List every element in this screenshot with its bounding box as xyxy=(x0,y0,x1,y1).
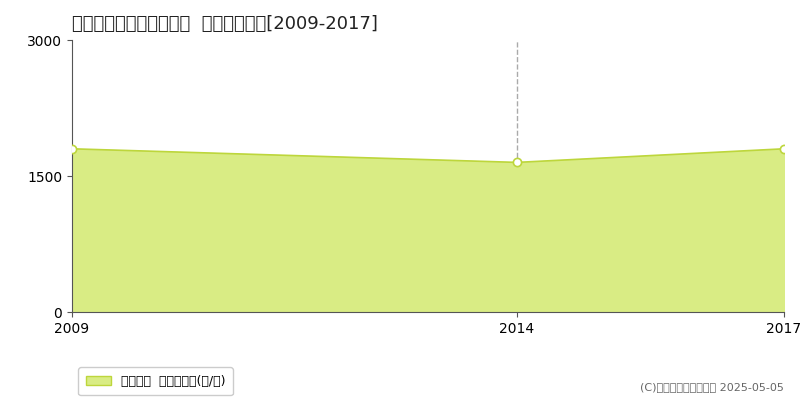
Point xyxy=(66,146,78,152)
Text: 仙台市太白区秋保町湯元  林地価格推移[2009-2017]: 仙台市太白区秋保町湯元 林地価格推移[2009-2017] xyxy=(72,15,378,33)
Point xyxy=(510,159,523,166)
Legend: 林地価格  平均坪単価(円/坪): 林地価格 平均坪単価(円/坪) xyxy=(78,367,233,395)
Text: (C)土地価格ドットコム 2025-05-05: (C)土地価格ドットコム 2025-05-05 xyxy=(640,382,784,392)
Point xyxy=(778,146,790,152)
